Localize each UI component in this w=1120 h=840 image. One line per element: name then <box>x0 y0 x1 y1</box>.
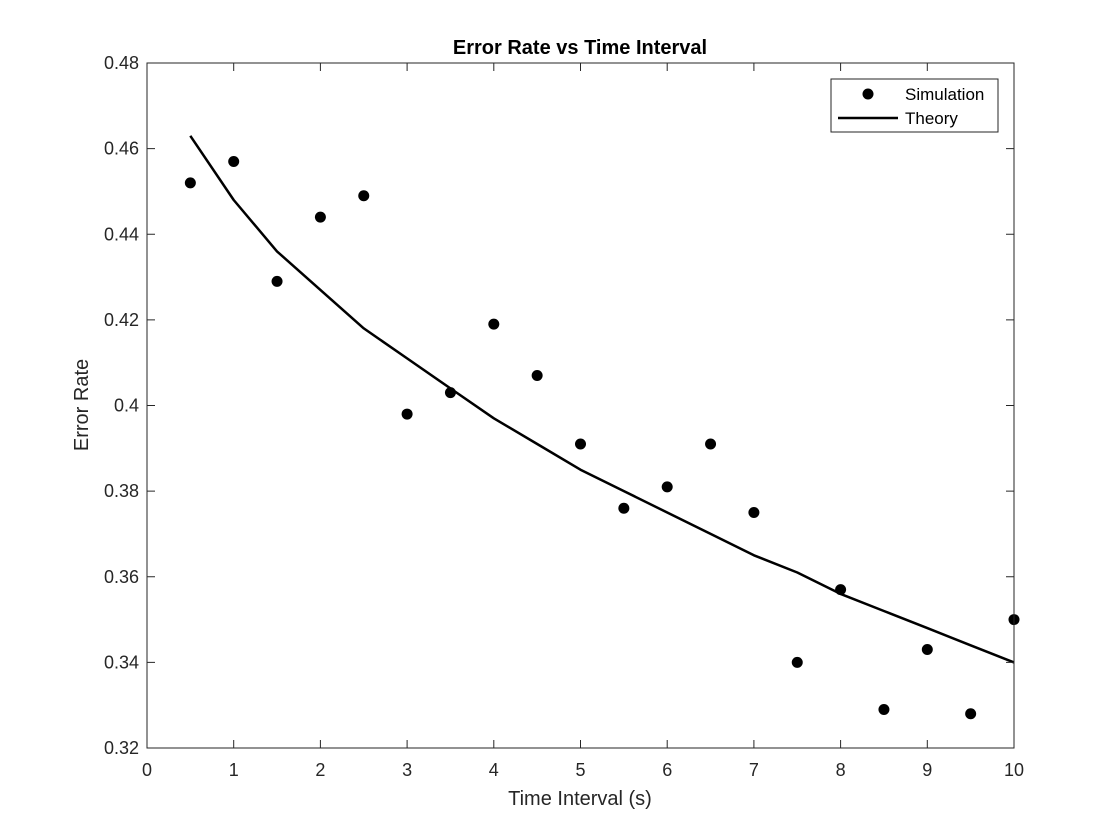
simulation-point <box>965 708 977 720</box>
y-tick-label: 0.4 <box>114 396 139 416</box>
simulation-point <box>488 318 500 330</box>
legend-box <box>830 78 999 133</box>
x-tick-label: 0 <box>142 760 152 780</box>
y-tick-label: 0.32 <box>104 738 139 758</box>
plot-area-frame <box>146 62 1015 749</box>
x-tick-label: 4 <box>489 760 499 780</box>
legend-label-theory: Theory <box>905 109 958 128</box>
simulation-point <box>401 408 413 420</box>
simulation-point <box>184 177 196 189</box>
simulation-point <box>835 584 847 596</box>
simulation-point <box>575 438 586 450</box>
simulation-point <box>271 275 283 287</box>
simulation-point <box>661 481 673 493</box>
simulation-point <box>531 370 543 382</box>
theory-line <box>189 135 1015 664</box>
y-axis-label: Error Rate <box>71 359 93 451</box>
simulation-point <box>444 387 456 399</box>
x-tick-label: 7 <box>749 760 759 780</box>
y-tick-label: 0.42 <box>104 310 139 330</box>
x-tick-label: 8 <box>836 760 846 780</box>
simulation-point <box>878 703 890 715</box>
simulation-point <box>921 644 933 656</box>
simulation-point <box>705 438 717 450</box>
legend: Simulation Theory <box>830 78 999 133</box>
axes: 0 1 2 3 4 5 6 7 8 9 10 0.32 0.34 0.36 0.38 0.4 0.42 0.44 0… <box>104 53 1024 780</box>
simulation-point <box>314 211 326 223</box>
x-tick-label: 10 <box>1004 760 1024 780</box>
simulation-point <box>358 190 370 202</box>
simulation-point <box>748 507 760 519</box>
chart-title: Error Rate vs Time Interval <box>453 37 707 59</box>
x-axis-label: Time Interval (s) <box>508 788 652 810</box>
x-tick-label: 9 <box>922 760 932 780</box>
x-tick-label: 5 <box>575 760 585 780</box>
y-tick-label: 0.38 <box>104 481 139 501</box>
legend-label-simulation: Simulation <box>905 85 984 104</box>
x-tick-label: 3 <box>402 760 412 780</box>
y-tick-label: 0.46 <box>104 139 139 159</box>
x-tick-label: 2 <box>315 760 325 780</box>
simulation-point <box>791 656 803 668</box>
simulation-point <box>228 155 240 167</box>
simulation-point <box>618 502 630 514</box>
x-tick-label: 6 <box>662 760 672 780</box>
y-tick-label: 0.34 <box>104 652 139 672</box>
x-tick-label: 1 <box>229 760 239 780</box>
y-tick-label: 0.48 <box>104 53 139 73</box>
y-tick-label: 0.36 <box>104 567 139 587</box>
y-tick-label: 0.44 <box>104 224 139 244</box>
legend-marker-simulation <box>862 88 874 100</box>
plot-marks <box>184 135 1020 720</box>
